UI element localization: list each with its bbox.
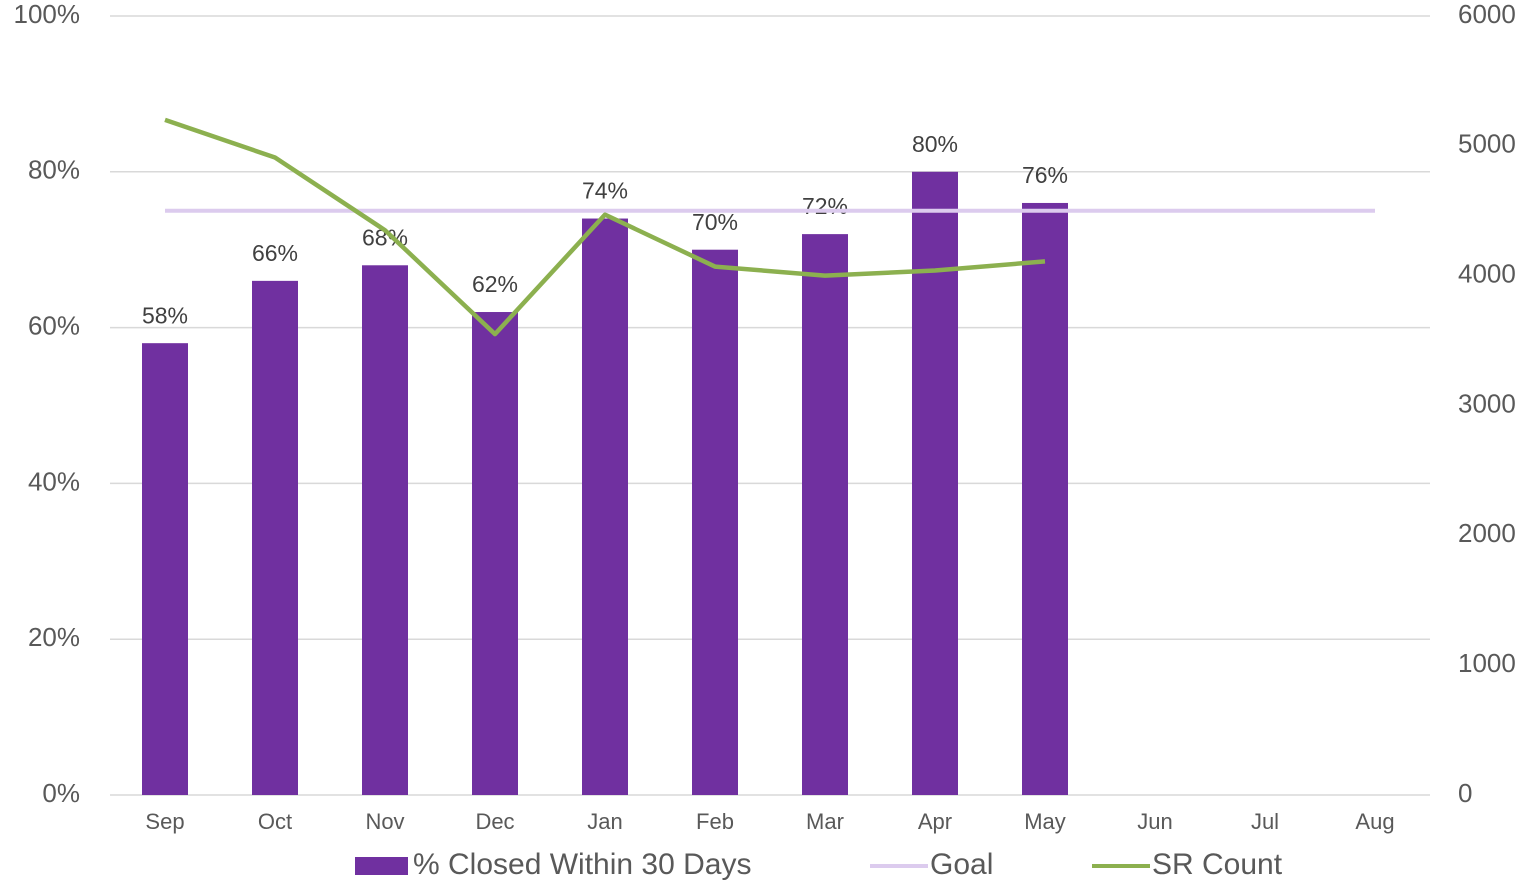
data-label: 62%	[472, 271, 518, 297]
line-series	[164, 117, 1046, 337]
data-label: 58%	[142, 302, 188, 328]
x-tick-label: May	[1024, 809, 1066, 834]
y-tick-label: 20%	[28, 622, 80, 652]
legend-label: % Closed Within 30 Days	[413, 848, 751, 881]
bar	[252, 280, 298, 795]
bar	[582, 218, 628, 796]
y2-tick-label: 5000	[1458, 129, 1516, 159]
y2-tick-label: 4000	[1458, 259, 1516, 289]
x-tick-label: Jan	[587, 809, 622, 834]
bar	[912, 171, 958, 796]
x-tick-label: Dec	[475, 809, 514, 834]
y-tick-label: 0%	[42, 778, 80, 808]
y2-tick-label: 3000	[1458, 388, 1516, 418]
y2-tick-label: 1000	[1458, 648, 1516, 678]
x-tick-label: Jun	[1137, 809, 1172, 834]
y-tick-label: 80%	[28, 155, 80, 185]
data-label: 74%	[582, 178, 628, 204]
data-label: 76%	[1022, 162, 1068, 188]
bar	[142, 343, 188, 795]
data-label: 72%	[802, 193, 848, 219]
bar	[1022, 202, 1068, 795]
y-tick-label: 40%	[28, 466, 80, 496]
x-tick-label: Aug	[1355, 809, 1394, 834]
data-label: 70%	[692, 209, 738, 235]
y2-tick-label: 2000	[1458, 518, 1516, 548]
legend-swatch	[355, 857, 408, 875]
bar	[692, 249, 738, 795]
bar	[802, 234, 848, 795]
x-tick-label: Nov	[365, 809, 404, 834]
legend-label: Goal	[930, 848, 993, 881]
y2-tick-label: 0	[1458, 778, 1472, 808]
bar	[362, 265, 408, 795]
y-tick-label: 60%	[28, 310, 80, 340]
x-tick-label: Jul	[1251, 809, 1279, 834]
data-label: 66%	[252, 240, 298, 266]
legend-label: SR Count	[1152, 848, 1283, 881]
x-tick-label: Mar	[806, 809, 844, 834]
x-tick-label: Feb	[696, 809, 734, 834]
data-label: 80%	[912, 131, 958, 157]
x-tick-label: Sep	[145, 809, 184, 834]
bar	[472, 312, 518, 795]
y-tick-label: 100%	[14, 0, 81, 29]
x-tick-label: Oct	[258, 809, 292, 834]
x-tick-label: Apr	[918, 809, 952, 834]
y2-tick-label: 6000	[1458, 0, 1516, 29]
